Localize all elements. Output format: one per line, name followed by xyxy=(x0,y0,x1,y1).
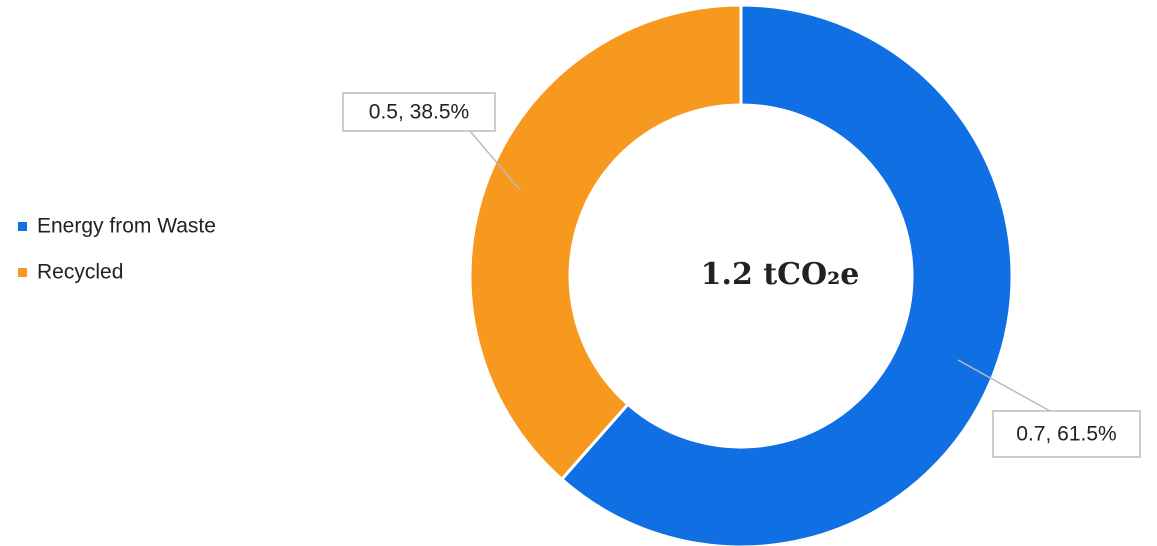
legend-swatch xyxy=(18,268,27,277)
legend-label: Recycled xyxy=(37,261,123,284)
label-box xyxy=(342,92,496,132)
label-box xyxy=(992,410,1141,458)
data-label: 0.7, 61.5% xyxy=(1016,423,1116,446)
donut-slice xyxy=(468,3,743,482)
leader-line xyxy=(469,130,521,191)
donut-slice xyxy=(559,3,1014,546)
data-label: 0.5, 38.5% xyxy=(369,101,469,124)
legend-label: Energy from Waste xyxy=(37,215,216,238)
legend-swatch xyxy=(18,222,27,231)
center-label: 1.2 tCO₂e xyxy=(701,257,860,292)
leader-line xyxy=(957,359,1051,412)
